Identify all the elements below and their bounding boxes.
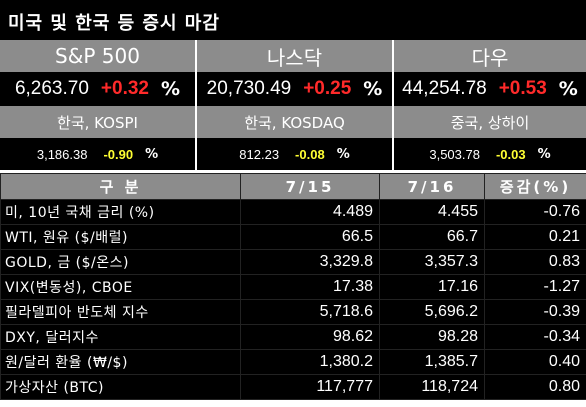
- header-date-2: 7/16: [379, 173, 485, 200]
- major-index-labels: S&P 500 나스닥 다우: [0, 40, 586, 72]
- table-row: 원/달러 환율 (₩/$) 1,380.2 1,385.7 0.40: [0, 349, 586, 375]
- kosdaq-label: 한국, KOSDAQ: [197, 106, 392, 138]
- shanghai-unit: %: [537, 146, 551, 162]
- kosdaq-change: -0.08: [295, 146, 325, 162]
- row-name: 가상자산 (BTC): [0, 374, 241, 400]
- row-change: -0.39: [484, 299, 586, 325]
- indicator-table: 구 분 7/15 7/16 증감(%) 미, 10년 국채 금리 (%) 4.48…: [0, 173, 586, 400]
- shanghai-label: 중국, 상하이: [394, 106, 586, 138]
- shanghai-value: 3,503.78: [429, 146, 480, 162]
- nasdaq-label: 나스닥: [197, 40, 392, 72]
- row-value-date-2: 98.28: [379, 324, 485, 350]
- row-value-date-1: 66.5: [240, 224, 380, 250]
- sp500-cell: 6,263.70 +0.32 %: [0, 72, 195, 106]
- row-value-date-1: 17.38: [240, 274, 380, 300]
- table-row: 가상자산 (BTC) 117,777 118,724 0.80: [0, 374, 586, 400]
- dow-cell: 44,254.78 +0.53 %: [394, 72, 586, 106]
- row-name: GOLD, 금 ($/온스): [0, 249, 241, 275]
- kosdaq-value: 812.23: [239, 146, 280, 162]
- row-name: VIX(변동성), CBOE: [0, 274, 241, 300]
- row-name: DXY, 달러지수: [0, 324, 241, 350]
- page-title: 미국 및 한국 등 증시 마감: [0, 0, 586, 40]
- row-change: 0.21: [484, 224, 586, 250]
- sp500-change: +0.32: [100, 78, 149, 99]
- row-value-date-2: 5,696.2: [379, 299, 485, 325]
- sp500-label: S&P 500: [0, 40, 195, 72]
- row-value-date-2: 17.16: [379, 274, 485, 300]
- header-change: 증감(%): [484, 173, 586, 200]
- row-name: WTI, 원유 ($/배럴): [0, 224, 241, 250]
- row-change: 0.80: [484, 374, 586, 400]
- dow-unit: %: [558, 78, 578, 100]
- row-value-date-1: 98.62: [240, 324, 380, 350]
- table-row: 필라델피아 반도체 지수 5,718.6 5,696.2 -0.39: [0, 299, 586, 325]
- row-value-date-2: 4.455: [379, 199, 485, 225]
- kospi-value: 3,186.38: [36, 146, 88, 162]
- nasdaq-change: +0.25: [303, 78, 352, 99]
- header-category: 구 분: [0, 173, 241, 200]
- kospi-change: -0.90: [103, 146, 134, 162]
- table-header: 구 분 7/15 7/16 증감(%): [0, 173, 586, 200]
- kospi-label: 한국, KOSPI: [0, 106, 195, 138]
- row-value-date-1: 4.489: [240, 199, 380, 225]
- asia-index-values: 3,186.38 -0.90 % 812.23 -0.08 % 3,503.78…: [0, 138, 586, 170]
- major-index-values: 6,263.70 +0.32 % 20,730.49 +0.25 % 44,25…: [0, 72, 586, 106]
- kosdaq-unit: %: [336, 146, 350, 162]
- row-change: -0.76: [484, 199, 586, 225]
- dow-value: 44,254.78: [402, 78, 487, 99]
- table-row: GOLD, 금 ($/온스) 3,329.8 3,357.3 0.83: [0, 249, 586, 275]
- row-value-date-2: 118,724: [379, 374, 485, 400]
- row-change: -1.27: [484, 274, 586, 300]
- row-value-date-1: 5,718.6: [240, 299, 380, 325]
- nasdaq-cell: 20,730.49 +0.25 %: [197, 72, 392, 106]
- shanghai-cell: 3,503.78 -0.03 %: [394, 138, 586, 170]
- dow-change: +0.53: [498, 78, 547, 99]
- table-row: DXY, 달러지수 98.62 98.28 -0.34: [0, 324, 586, 350]
- kospi-unit: %: [145, 146, 159, 162]
- row-change: -0.34: [484, 324, 586, 350]
- nasdaq-value: 20,730.49: [206, 78, 292, 99]
- row-change: 0.83: [484, 249, 586, 275]
- table-row: 미, 10년 국채 금리 (%) 4.489 4.455 -0.76: [0, 199, 586, 225]
- row-name: 필라델피아 반도체 지수: [0, 299, 241, 325]
- sp500-value: 6,263.70: [14, 78, 89, 99]
- row-name: 원/달러 환율 (₩/$): [0, 349, 241, 375]
- sp500-unit: %: [161, 78, 181, 100]
- row-value-date-1: 3,329.8: [240, 249, 380, 275]
- header-date-1: 7/15: [240, 173, 380, 200]
- asia-index-labels: 한국, KOSPI 한국, KOSDAQ 중국, 상하이: [0, 106, 586, 138]
- row-value-date-2: 1,385.7: [379, 349, 485, 375]
- kospi-cell: 3,186.38 -0.90 %: [0, 138, 195, 170]
- table-row: WTI, 원유 ($/배럴) 66.5 66.7 0.21: [0, 224, 586, 250]
- row-change: 0.40: [484, 349, 586, 375]
- kosdaq-cell: 812.23 -0.08 %: [197, 138, 392, 170]
- nasdaq-unit: %: [363, 78, 383, 100]
- row-name: 미, 10년 국채 금리 (%): [0, 199, 241, 225]
- row-value-date-1: 1,380.2: [240, 349, 380, 375]
- row-value-date-1: 117,777: [240, 374, 380, 400]
- table-row: VIX(변동성), CBOE 17.38 17.16 -1.27: [0, 274, 586, 300]
- row-value-date-2: 3,357.3: [379, 249, 485, 275]
- row-value-date-2: 66.7: [379, 224, 485, 250]
- shanghai-change: -0.03: [495, 146, 526, 162]
- dow-label: 다우: [394, 40, 586, 72]
